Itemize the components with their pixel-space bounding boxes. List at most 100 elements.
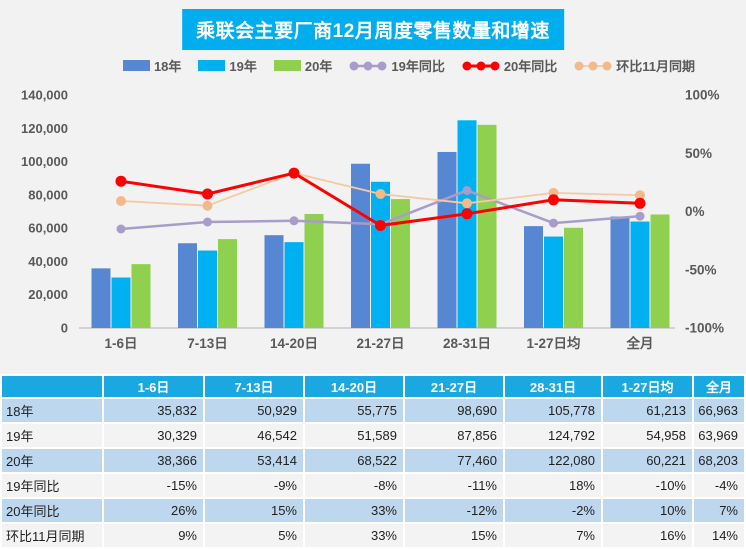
- chart-section: 乘联会主要厂商12月周度零售数量和增速 18年 19年 20年 19年同比 20年同比 环…: [0, 0, 746, 374]
- table-cell: -15%: [104, 474, 203, 497]
- table-row: 18年 35,832 50,929 55,775 98,690 105,778 61,213…: [2, 399, 744, 422]
- legend-label: 20年同比: [503, 59, 558, 74]
- table-row: 环比11月同期 9% 5% 33% 15% 7% 16% 14%: [2, 524, 744, 547]
- marker-19年同比: [289, 216, 299, 226]
- table-cell: 87,856: [405, 424, 503, 447]
- table-cell: -2%: [505, 499, 601, 522]
- table-cell: 55,775: [305, 399, 403, 422]
- table-cell: 46,542: [205, 424, 303, 447]
- table-cell: 15%: [405, 524, 503, 547]
- legend-line-swatch: [462, 61, 500, 70]
- table-row: 20年同比 26% 15% 33% -12% -2% 10% 7%: [2, 499, 744, 522]
- table-cell: 9%: [104, 524, 203, 547]
- legend-item: 20年同比: [462, 56, 557, 75]
- left-axis-tick-label: 0: [61, 321, 68, 336]
- chart-title: 乘联会主要厂商12月周度零售数量和增速: [182, 9, 564, 50]
- bar-20年: [564, 227, 583, 328]
- table-cell: 60,221: [603, 449, 692, 472]
- table-cell: -10%: [603, 474, 692, 497]
- bar-18年: [264, 235, 284, 328]
- bar-19年: [198, 250, 217, 328]
- table-cell: -8%: [305, 474, 403, 497]
- bar-20年: [304, 213, 324, 328]
- marker-环比11月同期: [116, 196, 126, 206]
- x-axis-label: 1-6日: [104, 336, 137, 351]
- left-axis-tick-label: 60,000: [28, 221, 68, 236]
- table-row: 20年 38,366 53,414 68,522 77,460 122,080 60,221…: [2, 449, 744, 472]
- legend-line-swatch: [574, 61, 612, 70]
- legend-label: 18年: [153, 59, 182, 74]
- marker-20年同比: [548, 194, 559, 206]
- table-cell: 33%: [305, 499, 403, 522]
- table-cell: 122,080: [505, 449, 601, 472]
- table-cell: 66,963: [694, 399, 744, 422]
- table-cell: 68,522: [305, 449, 403, 472]
- legend-label: 环比11月同期: [616, 59, 696, 74]
- marker-19年同比: [549, 218, 558, 228]
- table-header-cell: 14-20日: [305, 376, 403, 397]
- table-header-cell: [2, 376, 102, 397]
- bar-18年: [524, 226, 543, 328]
- table-cell: 5%: [205, 524, 303, 547]
- bar-20年: [650, 214, 670, 328]
- bar-18年: [437, 151, 457, 328]
- bar-19年: [111, 277, 131, 328]
- right-axis-tick-label: 0%: [685, 204, 705, 219]
- left-axis-tick-label: 20,000: [28, 287, 68, 302]
- legend-label: 19年: [229, 59, 257, 74]
- x-axis-label: 7-13日: [187, 336, 228, 351]
- bar-19年: [371, 181, 390, 328]
- table-row-label: 19年: [2, 424, 102, 447]
- bar-18年: [351, 163, 370, 328]
- bar-19年: [457, 120, 477, 328]
- combo-chart: 0 20,000 40,000 60,000 80,000 100,000 120,000 1…: [21, 88, 724, 352]
- table-cell: 35,832: [104, 399, 203, 422]
- table-cell: 30,329: [104, 424, 203, 447]
- marker-环比11月同期: [635, 190, 645, 201]
- table-cell: 15%: [205, 499, 303, 522]
- bar-19年: [630, 221, 650, 328]
- table-cell: 38,366: [104, 449, 203, 472]
- table-row-label: 20年同比: [2, 499, 102, 522]
- bar-18年: [610, 216, 630, 328]
- table-cell: -9%: [205, 474, 303, 497]
- table-row-label: 20年: [2, 449, 102, 472]
- legend-item: 环比11月同期: [574, 56, 695, 75]
- bar-19年: [544, 236, 563, 328]
- table-row-label: 18年: [2, 399, 102, 422]
- bar-18年: [178, 243, 197, 328]
- table-header-cell: 21-27日: [405, 376, 503, 397]
- left-axis-tick-label: 100,000: [21, 154, 68, 169]
- bar-20年: [477, 124, 497, 328]
- table-cell: -11%: [405, 474, 503, 497]
- table-header-cell: 1-27日均: [603, 376, 692, 397]
- marker-20年同比: [375, 220, 386, 231]
- right-axis-tick-label: -50%: [685, 262, 717, 277]
- marker-20年同比: [461, 208, 473, 220]
- legend-item: 20年: [273, 56, 333, 75]
- legend-line-swatch: [349, 61, 387, 70]
- table-header-cell: 28-31日: [505, 376, 601, 397]
- x-axis-label: 28-31日: [443, 336, 491, 351]
- table-cell: 51,589: [305, 424, 403, 447]
- table-cell: 54,958: [603, 424, 692, 447]
- marker-环比11月同期: [462, 198, 472, 209]
- table-cell: 7%: [505, 524, 601, 547]
- table-cell: 53,414: [205, 449, 303, 472]
- marker-19年同比: [635, 211, 645, 221]
- marker-19年同比: [203, 217, 212, 227]
- table-cell: 61,213: [603, 399, 692, 422]
- table-row: 19年 30,329 46,542 51,589 87,856 124,792 54,958…: [2, 424, 744, 447]
- table-cell: -4%: [694, 474, 744, 497]
- table-cell: 18%: [505, 474, 601, 497]
- table-cell: 16%: [603, 524, 692, 547]
- legend-item: 18年: [122, 56, 182, 75]
- legend-label: 20年: [304, 59, 333, 74]
- legend-bar-swatch: [273, 60, 301, 71]
- right-axis-tick-label: 50%: [685, 146, 712, 161]
- table-cell: 98,690: [405, 399, 503, 422]
- table-row-label: 环比11月同期: [2, 524, 102, 547]
- bar-20年: [131, 264, 151, 328]
- marker-20年同比: [202, 188, 213, 200]
